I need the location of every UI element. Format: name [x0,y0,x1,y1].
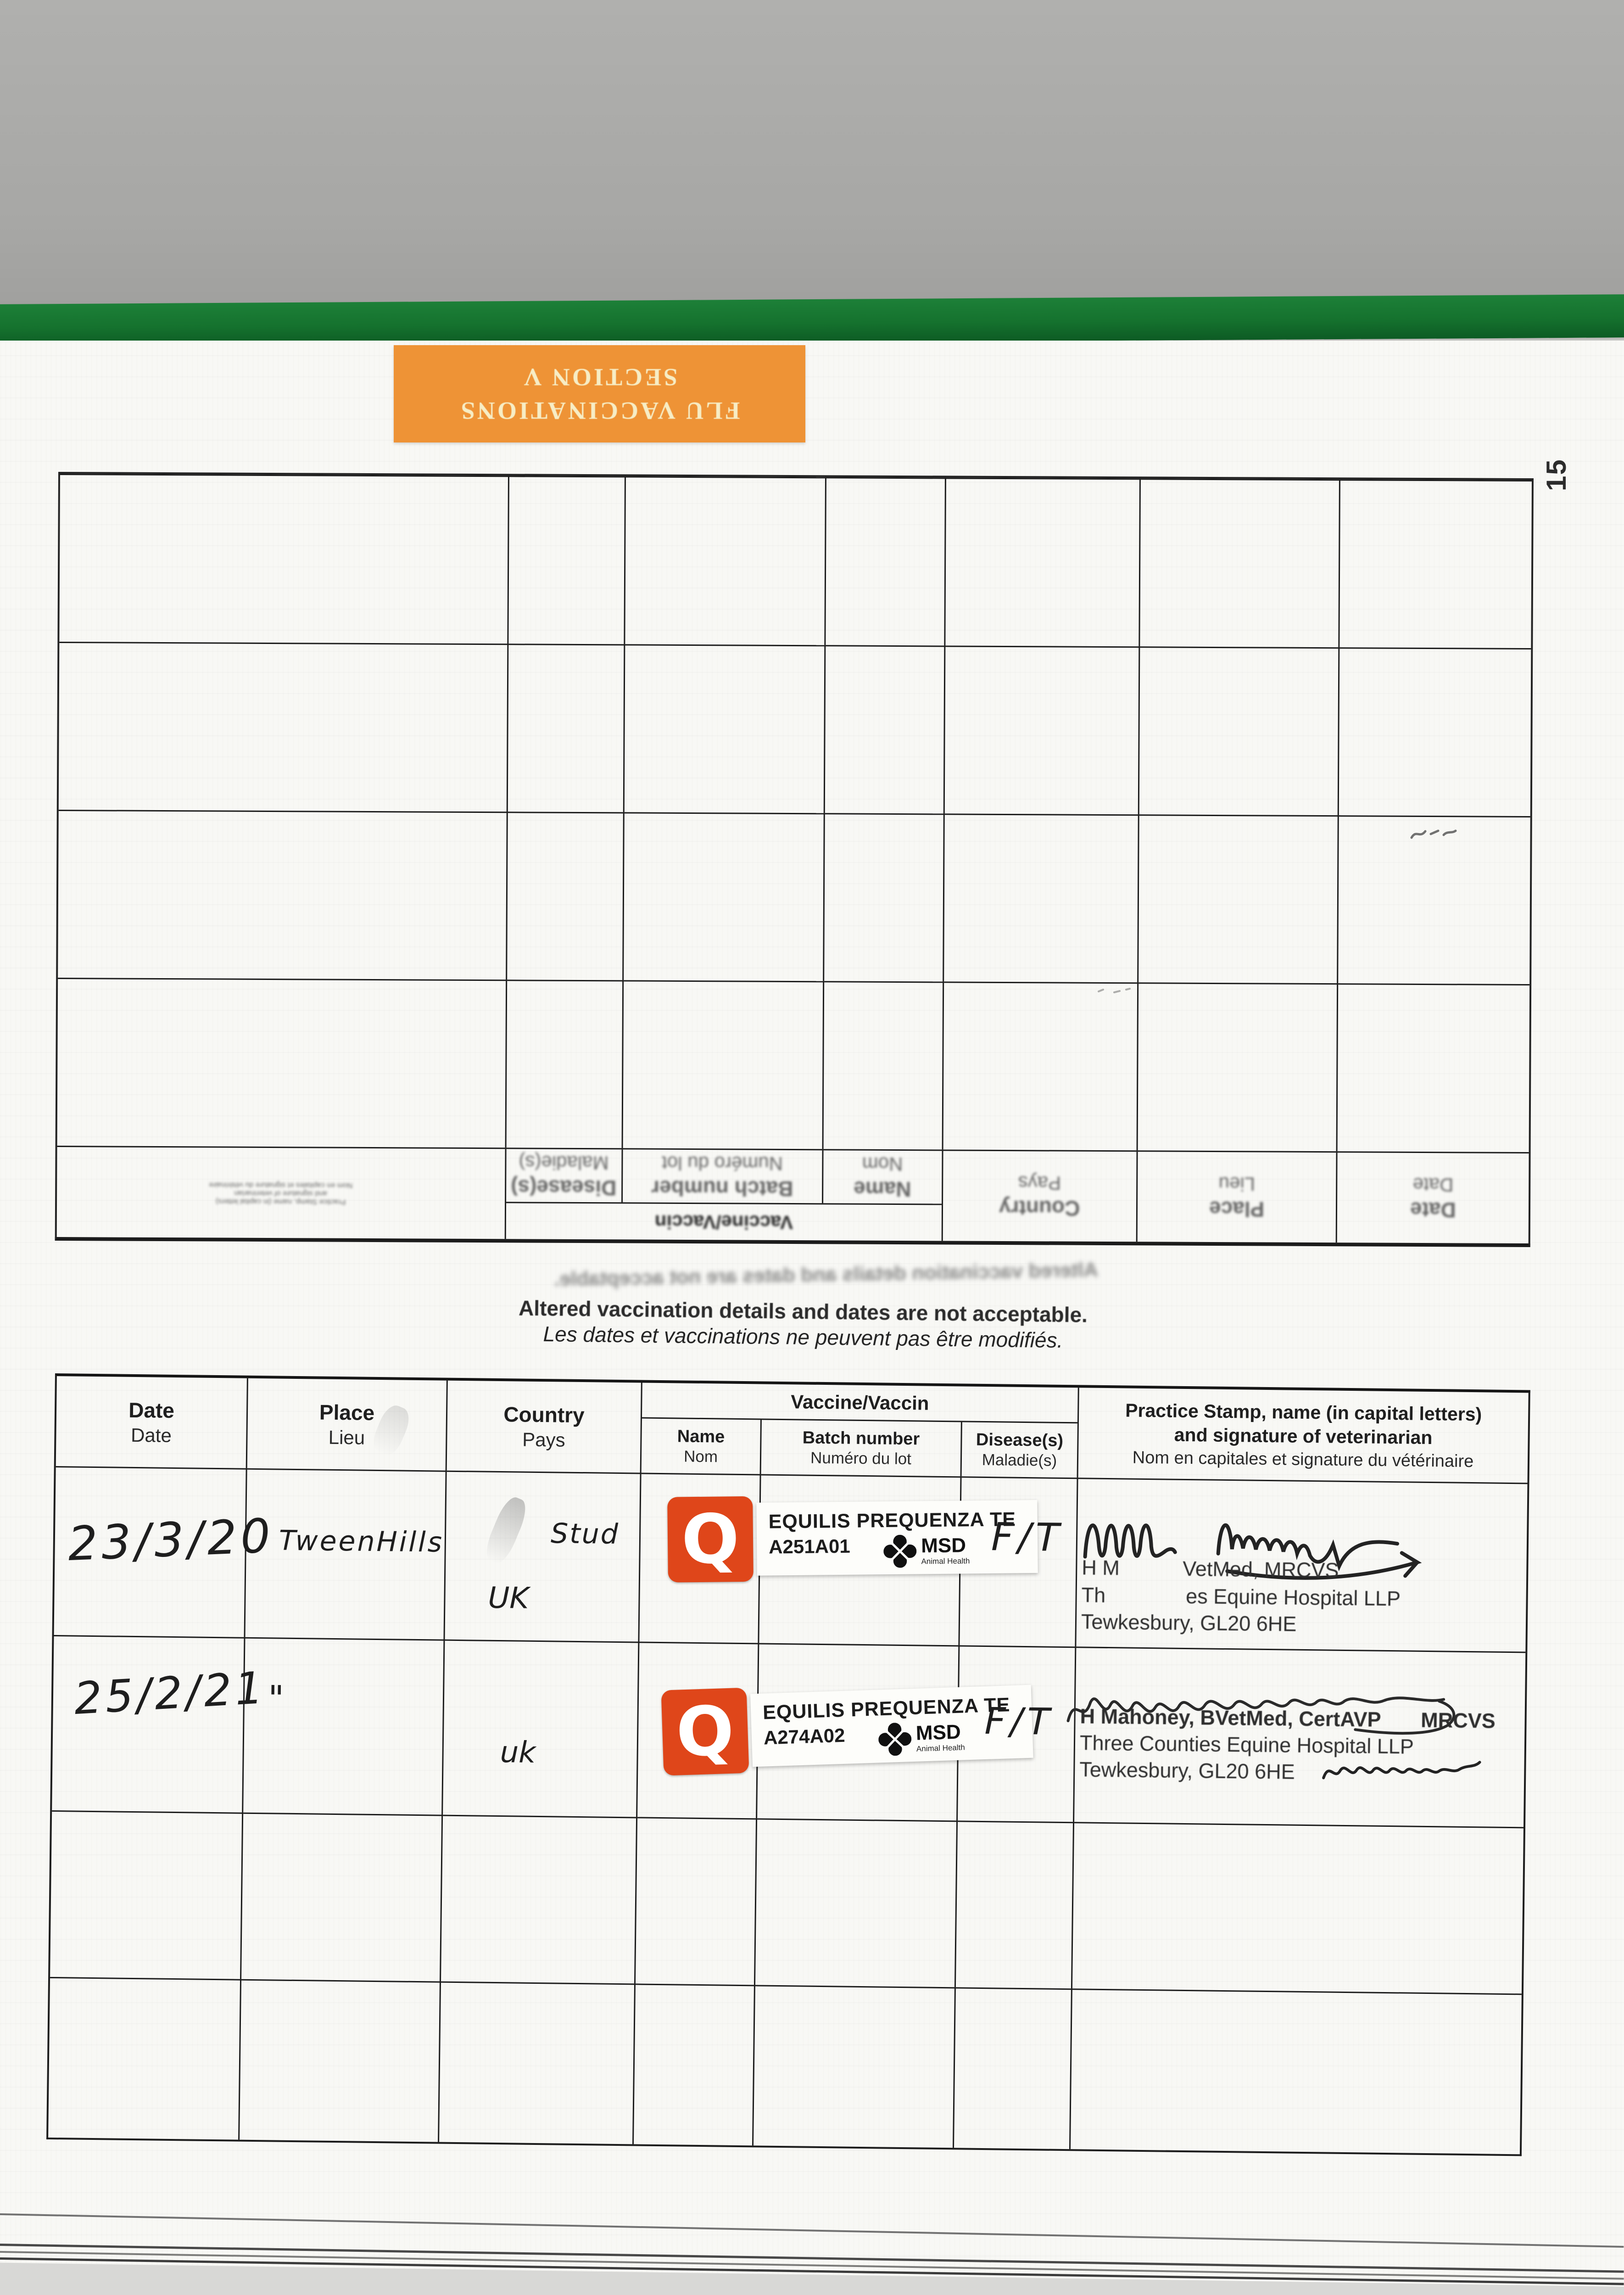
header-vaccine-label: Vaccine/Vaccin [654,1211,793,1234]
veterinarian-signature-squiggle [1322,1761,1481,1780]
table-row [58,810,1530,984]
table-row [57,978,1530,1152]
msd-animal-health-label: Animal Health [916,1742,965,1753]
handwritten-disease: F/T [984,1700,1055,1743]
msd-wordmark: MSD [915,1720,961,1745]
header-practice-stamp: Practice Stamp, name (in capital letters… [56,1147,507,1239]
banner-line1: FLU VACCINATIONS [459,397,740,425]
handwritten-place-cont: Stud [550,1517,620,1551]
handwritten-date: 23/3/20 [67,1508,275,1572]
handwritten-disease: F/T [991,1514,1064,1560]
flu-vaccination-table: Date Date Place Lieu Country Pays Vaccine/V… [46,1373,1530,2156]
header-place: Place Lieu [1137,1152,1338,1243]
pencil-smudge [1410,829,1457,839]
table-row [58,642,1531,817]
header-date: Date Date [1410,1174,1456,1222]
scanner-background [0,0,1624,321]
vaccine-batch-number: A251A01 [768,1535,850,1557]
handwritten-country: uk [500,1735,536,1770]
header-disease: Disease(s) Maladie(s) [976,1430,1064,1470]
banner-line2: SECTION V [521,364,678,391]
vaccine-sticker: Q EQUILIS PREQUENZA TE A274A02 [661,1679,1034,1776]
section-banner-text: FLU VACCINATIONS SECTION V [459,360,740,427]
msd-logo: MSD Animal Health [878,1720,965,1756]
table-row [59,474,1532,649]
msd-animal-health-label: Animal Health [921,1556,970,1566]
empty-row [48,1976,1522,2155]
header-country: Country Pays [446,1380,642,1473]
practice-stamp-line: Tewkesbury, GL20 6HE [1079,1758,1295,1784]
section-banner: FLU VACCINATIONS SECTION V [394,345,805,442]
header-vaccine-group: Vaccine/Vaccin Name Nom Batch number Numér… [641,1383,1079,1478]
msd-wordmark: MSD [921,1534,966,1557]
header-batch-number: Batch number Numéro du lot [761,1420,962,1477]
table-header: Date Date Place Lieu Country Pays Vaccine/V… [56,1376,1529,1483]
vaccine-sticker: Q EQUILIS PREQUENZA TE A251A01 [667,1494,1038,1583]
q-vaccine-logo-icon: Q [661,1687,749,1776]
msd-logo: MSD Animal Health [883,1534,970,1568]
veterinarian-signature [1066,1696,1456,1735]
practice-stamp-line: Th es Equine Hospital LLP [1081,1583,1401,1611]
header-disease: Disease(s) Maladie(s) [506,1149,623,1203]
practice-stamp-line: H M VetMed, MRCVS [1082,1556,1339,1582]
header-vaccine-group: Disease(s) Maladie(s) Batch number Numéro … [506,1149,943,1241]
handwritten-country: UK [488,1581,529,1616]
veterinarian-signature [1083,1523,1422,1580]
header-vaccine-name: Name Nom [641,1418,762,1474]
handwritten-ditto-mark: " [268,1678,285,1719]
pencil-smudge [1098,988,1131,993]
msd-clover-icon [883,1534,917,1568]
empty-row [50,1810,1524,1994]
facing-page-table: Practice Stamp, name (in capital letters… [55,472,1534,1248]
page-paper [0,341,1624,2278]
q-vaccine-logo-icon: Q [667,1496,753,1583]
practice-stamp-line: Tewkesbury, GL20 6HE [1081,1610,1297,1636]
header-batch-number: Batch number Numéro du lot [623,1149,824,1203]
header-vaccine-label: Vaccine/Vaccin [642,1383,1078,1424]
vaccine-name: EQUILIS PREQUENZA TE [768,1508,1016,1533]
table-header-upside-down: Practice Stamp, name (in capital letters… [56,1146,1529,1243]
page-number: 15 [1541,459,1572,491]
handwritten-place: TweenHills [279,1524,444,1559]
header-vaccine-name: Name Nom [854,1153,911,1201]
vaccine-batch-number: A274A02 [763,1724,846,1749]
header-country: Country Pays [943,1151,1138,1242]
header-date: Date Date [56,1376,248,1468]
msd-clover-icon [878,1722,912,1756]
header-practice-stamp: Practice Stamp, name (in capital letters… [1125,1399,1482,1471]
header-place: Place Lieu [247,1378,448,1471]
